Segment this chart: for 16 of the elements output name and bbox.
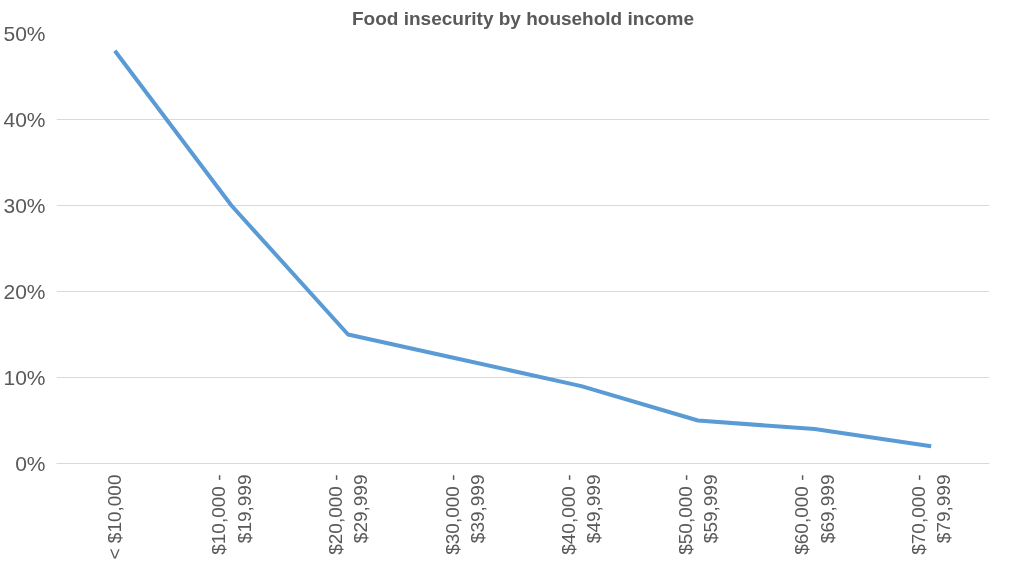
x-tick-label: $50,000 - $59,999 <box>674 474 722 555</box>
y-tick-label: 30% <box>3 194 46 217</box>
x-tick-label: $40,000 - $49,999 <box>558 474 605 555</box>
y-tick-label: 20% <box>3 280 46 303</box>
chart-title: Food insecurity by household income <box>351 7 695 29</box>
y-tick-label: 50% <box>3 22 46 45</box>
x-tick-label: $30,000 - $39,999 <box>441 474 488 555</box>
x-tick-label: $70,000 - $79,999 <box>908 474 955 555</box>
y-tick-label: 0% <box>15 452 46 475</box>
x-tick-label: $10,000 - $19,999 <box>208 474 255 555</box>
y-tick-label: 40% <box>3 108 46 131</box>
x-tick-label: $60,000 - $69,999 <box>791 474 838 555</box>
y-tick-label: 10% <box>3 366 46 389</box>
x-tick-label: $20,000 - $29,999 <box>324 474 372 555</box>
line-series <box>112 48 934 449</box>
x-tick-label: < $10,000 <box>104 474 126 560</box>
